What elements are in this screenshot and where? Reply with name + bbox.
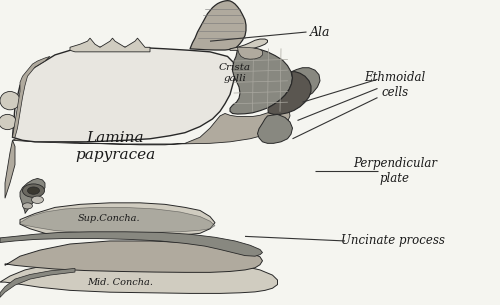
Text: Ethmoidal
cells: Ethmoidal cells: [364, 71, 426, 99]
Ellipse shape: [0, 114, 16, 130]
Circle shape: [22, 203, 32, 209]
Polygon shape: [230, 47, 292, 114]
Polygon shape: [20, 203, 215, 237]
Ellipse shape: [0, 92, 20, 110]
Circle shape: [22, 184, 44, 197]
Polygon shape: [268, 72, 311, 114]
Polygon shape: [70, 38, 150, 52]
Polygon shape: [0, 260, 278, 293]
Polygon shape: [20, 207, 215, 233]
Text: Crista
galli: Crista galli: [219, 63, 251, 83]
Text: Uncinate process: Uncinate process: [340, 235, 444, 247]
Polygon shape: [0, 232, 262, 256]
Polygon shape: [238, 47, 262, 59]
Text: Mid. Concha.: Mid. Concha.: [88, 278, 154, 287]
Text: Ala: Ala: [310, 26, 330, 38]
Circle shape: [28, 187, 40, 194]
Text: Perpendicular
plate: Perpendicular plate: [353, 157, 437, 185]
Polygon shape: [258, 114, 292, 143]
Circle shape: [32, 196, 44, 203]
Polygon shape: [190, 1, 246, 50]
Text: Sup.Concha.: Sup.Concha.: [78, 214, 140, 223]
Polygon shape: [5, 140, 15, 198]
Text: Lamina
papyracea: Lamina papyracea: [75, 131, 155, 162]
Polygon shape: [0, 268, 75, 297]
Polygon shape: [12, 110, 290, 145]
Polygon shape: [230, 39, 268, 50]
Polygon shape: [5, 241, 262, 272]
Polygon shape: [12, 56, 50, 137]
Polygon shape: [12, 47, 237, 142]
Polygon shape: [285, 68, 320, 98]
Polygon shape: [20, 178, 45, 213]
